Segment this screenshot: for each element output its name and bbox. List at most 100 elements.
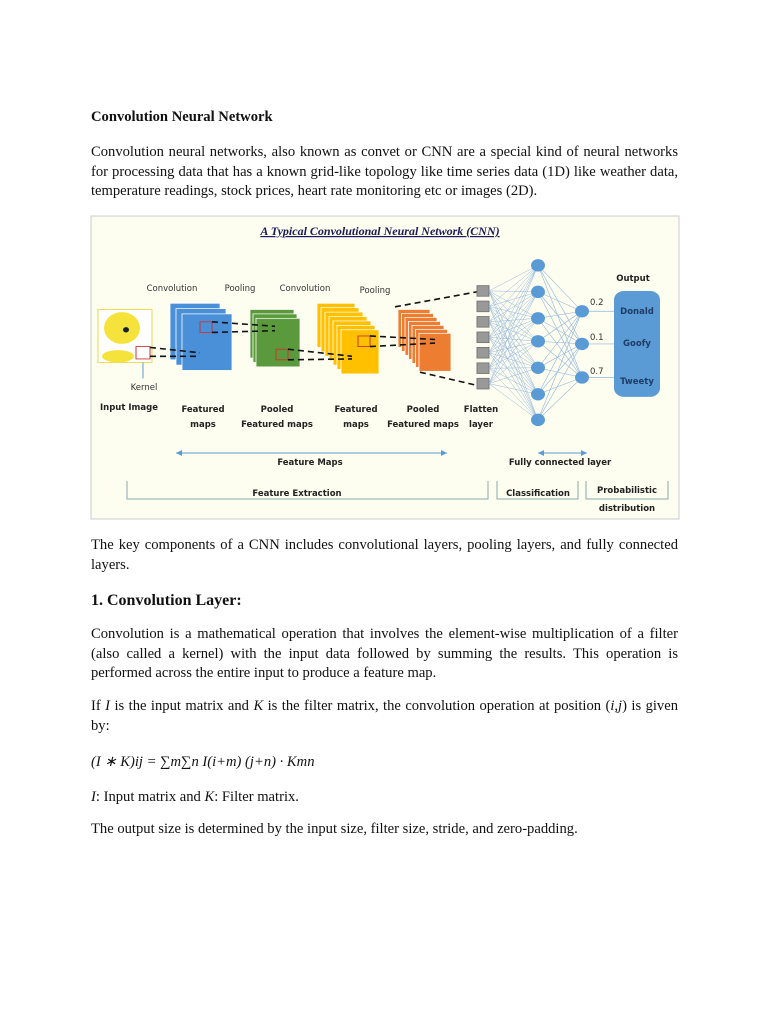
fc-edge [488,291,539,307]
fc-edge [537,265,583,312]
convolution-paragraph: Convolution is a mathematical operation … [91,626,678,682]
intro-paragraph: Convolution neural networks, also known … [91,144,678,200]
text: is the input matrix and [110,698,254,714]
fc-edge [537,265,583,345]
hidden-node [531,335,545,348]
connector-dashes [369,342,436,348]
flatten-unit [476,362,490,374]
tweety-bird-body [102,350,134,363]
kernel-box [199,321,213,333]
flatten-unit [476,300,490,313]
fc-edge [537,311,583,420]
connector-dashes [211,321,276,328]
stage-label: Featured maps [241,420,313,430]
fc-edge [488,318,539,384]
fc-edge [488,291,539,338]
fc-edge [488,265,539,322]
fc-edge [537,265,583,378]
output-node [575,337,589,351]
fc-edge [488,318,539,369]
flatten-unit [476,285,490,297]
fc-edge [537,377,583,395]
stage-label: Flatten [464,405,498,415]
matrix-paragraph: If I is the input matrix and K is the fi… [91,697,678,736]
label-convolution-1: Convolution [147,284,198,294]
label-pooling-1: Pooling [225,284,256,294]
tweety-eye [123,327,129,333]
flatten-unit [476,347,490,359]
fc-edge [537,318,583,378]
text: K [253,698,264,714]
output-box [614,290,660,397]
fc-edge [537,341,583,378]
stage-label: Featured maps [387,420,459,430]
fc-edge [488,306,539,319]
text: K [204,789,215,805]
text: i,j [610,698,623,714]
feature-map-conv2 [340,329,380,375]
flatten-unit [476,377,490,390]
output-node [575,371,589,384]
diagram-title: A Typical Convolutional Neural Network (… [259,224,499,238]
label-feature-maps: Feature Maps [277,458,342,468]
fc-edge [488,265,539,338]
label-classification: Classification [506,489,570,499]
stage-label: maps [343,420,369,430]
fc-edge [488,383,539,395]
fc-edge [537,318,583,345]
label-kernel: Kernel [131,383,158,393]
label-distribution: distribution [599,504,655,514]
fc-edge [488,291,539,353]
text: is the filter matrix, the convolution op… [263,698,611,714]
output-size-paragraph: The output size is determined by the inp… [91,821,578,837]
label-probabilistic: Probabilistic [597,486,657,496]
hidden-node [531,413,545,427]
formula: (I ∗ K)ij = ∑m∑n I(i+m) (j+n) · Kmn [91,754,315,770]
fc-edge [537,311,583,395]
stage-label: Pooled [407,405,440,415]
text: If [91,698,106,714]
doc-title: Convolution Neural Network [91,109,273,125]
connector-dashes [369,335,436,341]
fc-edge [488,265,539,369]
fc-edge [488,318,539,338]
fc-edge [488,383,539,421]
label-pooling-2: Pooling [360,286,391,296]
output-goofy: Goofy [623,339,651,349]
fc-edge [537,367,583,378]
fc-edge [488,265,539,292]
fc-edge [537,291,583,378]
prob-donald: 0.2 [590,298,604,308]
fc-edge [488,265,539,353]
connector-dashes [149,346,201,354]
output-donald: Donald [620,307,654,317]
flatten-unit [476,316,490,328]
hidden-node [531,259,545,272]
hidden-node [531,361,545,374]
fc-edge [488,367,539,384]
hidden-node [531,312,545,325]
text: I [105,698,111,714]
fc-edge [537,311,583,368]
connector-dashes [394,291,478,308]
fc-edge [488,291,539,323]
stage-label: maps [190,420,216,430]
connector-dashes [287,358,353,361]
fc-edge [488,318,539,323]
label-output: Output [616,274,650,284]
fc-edge [488,290,539,319]
fc-edge [488,265,539,307]
components-paragraph: The key components of a CNN includes con… [91,537,678,573]
fc-edge [537,291,583,312]
output-node [575,305,589,318]
fc-edge [488,318,539,353]
section-heading: 1. Convolution Layer: [91,592,242,609]
text: I [91,789,96,805]
feature-map-pool1 [255,317,301,368]
text: : Filter matrix. [214,789,299,805]
fc-edge [537,343,583,395]
fc-edge [488,290,539,293]
prob-goofy: 0.1 [590,333,604,343]
fc-edge [537,291,583,345]
fc-edge [537,341,583,345]
